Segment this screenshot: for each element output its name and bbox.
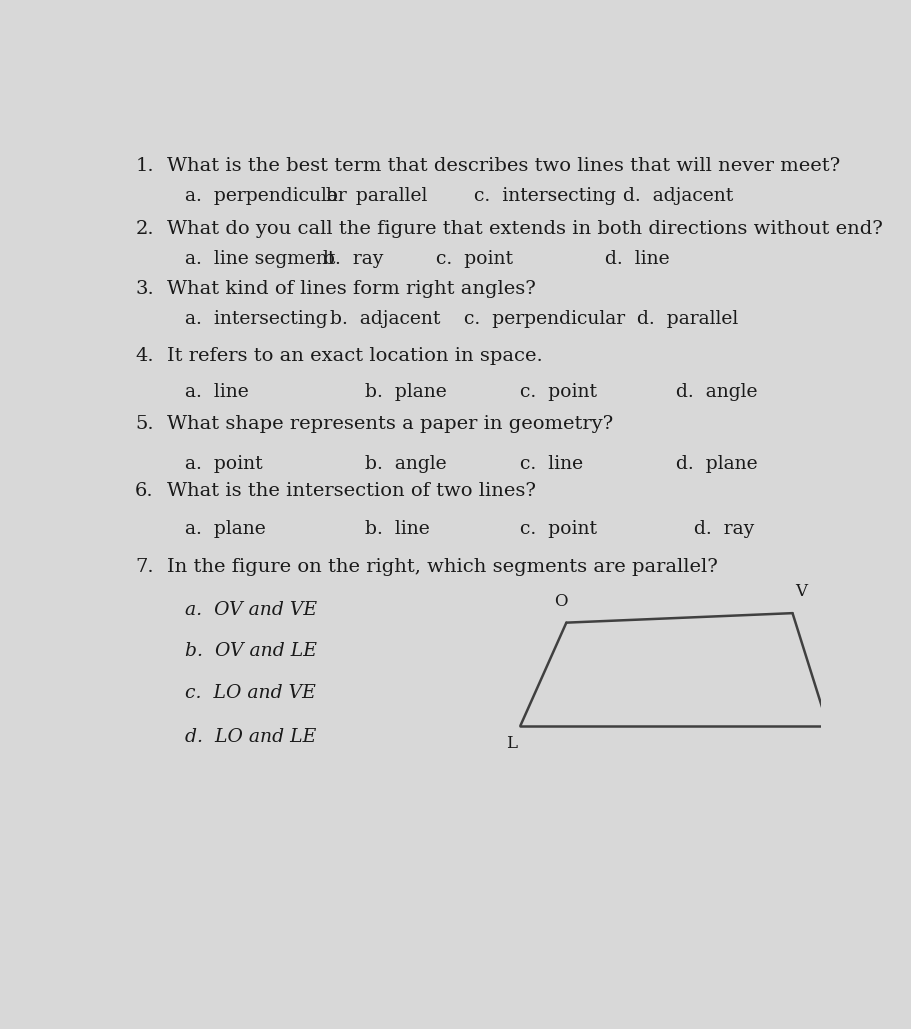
Text: d.  line: d. line (605, 250, 669, 269)
Text: What shape represents a paper in geometry?: What shape represents a paper in geometr… (167, 415, 612, 433)
Text: b.  line: b. line (364, 521, 429, 538)
Text: a.  line segment: a. line segment (184, 250, 334, 269)
Text: b.  OV and LE: b. OV and LE (184, 642, 316, 661)
Text: c.  intersecting: c. intersecting (474, 187, 616, 205)
Text: L: L (506, 735, 517, 752)
Text: 6.: 6. (135, 483, 154, 500)
Text: c.  line: c. line (520, 455, 583, 472)
Text: b.  angle: b. angle (364, 455, 446, 472)
Text: c.  point: c. point (435, 250, 512, 269)
Text: a.  perpendicular: a. perpendicular (184, 187, 346, 205)
Text: a.  line: a. line (184, 384, 248, 401)
Text: d.  adjacent: d. adjacent (622, 187, 732, 205)
Text: 7.: 7. (135, 558, 154, 575)
Text: V: V (794, 583, 806, 601)
Text: 4.: 4. (135, 347, 154, 365)
Text: a.  OV and VE: a. OV and VE (184, 601, 316, 619)
Text: d.  plane: d. plane (675, 455, 757, 472)
Text: What kind of lines form right angles?: What kind of lines form right angles? (167, 280, 536, 297)
Text: c.  point: c. point (520, 384, 597, 401)
Text: b.  adjacent: b. adjacent (329, 310, 439, 327)
Text: 2.: 2. (135, 220, 154, 238)
Text: c.  point: c. point (520, 521, 597, 538)
Text: d.  angle: d. angle (675, 384, 756, 401)
Text: 5.: 5. (135, 415, 154, 433)
Text: b.  ray: b. ray (322, 250, 383, 269)
Text: O: O (553, 593, 567, 610)
Text: 1.: 1. (135, 156, 154, 175)
Text: c.  LO and VE: c. LO and VE (184, 684, 315, 703)
Text: a.  plane: a. plane (184, 521, 265, 538)
Text: d.  parallel: d. parallel (636, 310, 738, 327)
Text: b.  plane: b. plane (364, 384, 446, 401)
Text: d.  LO and LE: d. LO and LE (184, 729, 316, 746)
Text: b.  parallel: b. parallel (326, 187, 427, 205)
Text: a.  point: a. point (184, 455, 262, 472)
Text: a.  intersecting: a. intersecting (184, 310, 327, 327)
Text: c.  perpendicular: c. perpendicular (464, 310, 624, 327)
Text: 3.: 3. (135, 280, 154, 297)
Text: What do you call the figure that extends in both directions without end?: What do you call the figure that extends… (167, 220, 882, 238)
Text: It refers to an exact location in space.: It refers to an exact location in space. (167, 347, 542, 365)
Text: d.  ray: d. ray (692, 521, 753, 538)
Text: In the figure on the right, which segments are parallel?: In the figure on the right, which segmen… (167, 558, 717, 575)
Text: What is the intersection of two lines?: What is the intersection of two lines? (167, 483, 536, 500)
Text: What is the best term that describes two lines that will never meet?: What is the best term that describes two… (167, 156, 839, 175)
